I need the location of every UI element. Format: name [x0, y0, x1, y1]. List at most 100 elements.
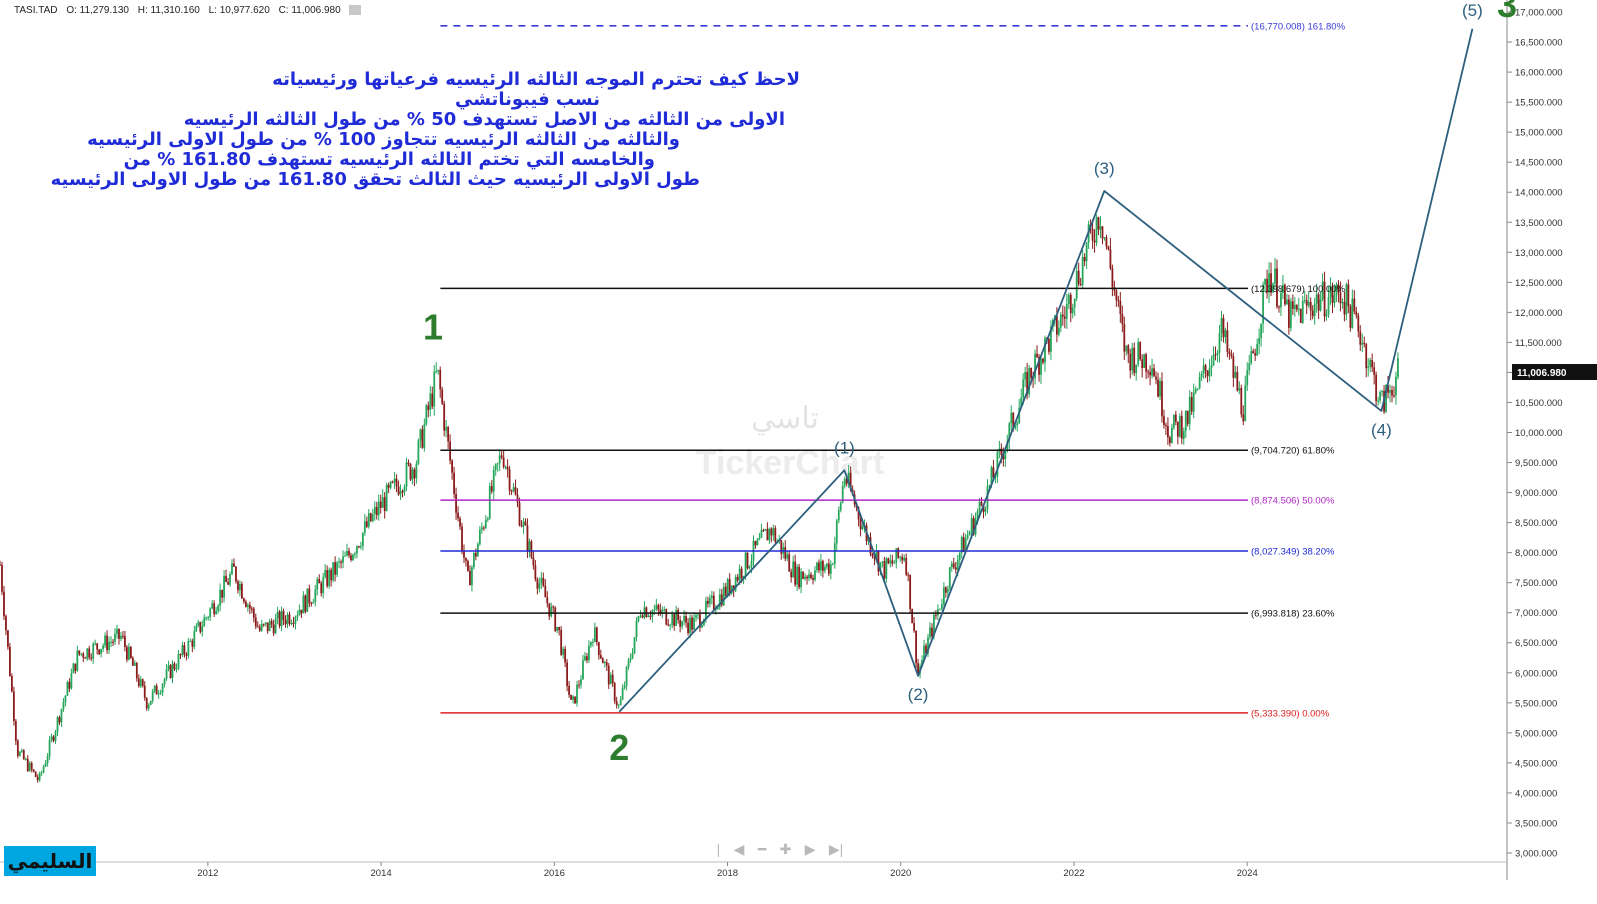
y-tick-label: 4,500.000: [1515, 758, 1557, 769]
candle-body: [488, 486, 491, 519]
candle-body: [284, 620, 287, 625]
candle-body: [201, 626, 204, 632]
candle-body: [292, 622, 295, 624]
candle-body: [413, 469, 416, 479]
candle-body: [905, 557, 908, 575]
candle-body: [502, 457, 505, 467]
candle-body: [691, 617, 693, 630]
candle-body: [593, 627, 596, 642]
candle-body: [237, 581, 239, 591]
candle-body: [7, 630, 9, 647]
candle-body: [554, 607, 557, 632]
fib-level-label: (9,704.720) 61.80%: [1251, 446, 1335, 457]
candle-body: [46, 756, 49, 764]
candle-body: [1311, 310, 1314, 317]
candle-body: [264, 622, 267, 625]
settings-box-icon[interactable]: [348, 5, 361, 16]
candle-body: [453, 472, 455, 494]
candle-body: [1071, 307, 1074, 314]
candle-body: [1038, 357, 1040, 375]
candle-body: [1270, 273, 1272, 293]
candle-body: [570, 694, 572, 700]
candle-body: [1097, 217, 1100, 230]
candle-body: [885, 558, 888, 579]
candle-body: [1065, 304, 1068, 319]
candle-body: [1222, 318, 1225, 338]
scroll-left-icon[interactable]: ◀: [733, 840, 745, 857]
candle-body: [106, 635, 108, 651]
candle-body: [942, 587, 945, 605]
candle-body: [278, 611, 281, 627]
candle-body: [122, 635, 124, 637]
candle-body: [1381, 391, 1383, 393]
candle-body: [661, 609, 664, 615]
candle-body: [1115, 290, 1118, 301]
candle-body: [526, 525, 529, 552]
candle-body: [542, 577, 545, 586]
candle-body: [280, 611, 283, 627]
candle-body: [629, 658, 632, 661]
candle-body: [933, 614, 935, 637]
wave-label: (1): [834, 439, 855, 458]
candle-body: [843, 478, 846, 486]
candle-body: [591, 641, 594, 643]
candle-body: [135, 662, 138, 679]
candle-body: [1036, 353, 1038, 358]
candle-body: [1343, 301, 1346, 315]
candle-body: [825, 563, 828, 568]
candle-body: [32, 769, 35, 772]
candle-body: [48, 739, 51, 757]
candle-body: [88, 648, 91, 658]
candle-body: [504, 466, 507, 468]
candle-body: [183, 645, 186, 655]
candle-body: [354, 553, 356, 555]
zoom-out-icon[interactable]: ━: [757, 840, 767, 857]
candle-body: [64, 695, 67, 703]
candle-body: [1377, 400, 1380, 402]
annotation-line: طول الاولى الرئيسيه حيث الثالث تحقق 161.…: [50, 169, 700, 190]
candle-body: [677, 609, 680, 621]
candle-body: [1022, 379, 1025, 398]
candle-body: [1244, 385, 1247, 422]
candle-body: [1397, 357, 1399, 377]
candle-body: [1109, 249, 1112, 269]
candle-body: [520, 525, 523, 527]
candle-body: [375, 506, 378, 516]
candle-body: [359, 546, 362, 548]
candles: [0, 214, 1399, 783]
candle-body: [595, 627, 598, 643]
candle-body: [1234, 371, 1237, 378]
candle-body: [1153, 368, 1155, 377]
candle-body: [705, 600, 707, 620]
scroll-right-icon[interactable]: ▶: [804, 840, 816, 857]
candle-body: [80, 653, 83, 655]
candle-body: [827, 563, 830, 574]
candle-body: [1319, 299, 1322, 311]
candle-body: [18, 751, 21, 756]
candle-body: [514, 487, 517, 495]
candle-body: [931, 627, 933, 637]
candle-body: [907, 574, 910, 576]
candle-body: [532, 557, 535, 566]
annotation-line: والثالثه من الثالثه الرئيسيه تتجاوز 100 …: [87, 129, 680, 150]
scroll-end-icon[interactable]: ▶|: [828, 840, 844, 857]
candle-body: [490, 486, 493, 492]
chart-navigation: | ◀ ━ ✚ ▶ ▶|: [710, 840, 850, 858]
annotation-line: الاولى من الثالثه من الاصل تستهدف 50 % م…: [183, 109, 785, 130]
candle-body: [1167, 426, 1169, 438]
candle-body: [1369, 360, 1372, 367]
candle-body: [1200, 373, 1203, 378]
candle-body: [879, 562, 882, 572]
candle-body: [986, 486, 989, 510]
zoom-in-icon[interactable]: ✚: [779, 840, 792, 857]
candle-body: [516, 494, 519, 503]
candle-body: [1230, 354, 1233, 357]
candle-body: [78, 650, 81, 655]
candle-body: [159, 692, 162, 694]
candle-body: [193, 631, 196, 647]
candle-body: [528, 541, 531, 552]
wave-line: [618, 28, 1474, 713]
candle-body: [235, 566, 237, 582]
candle-body: [929, 627, 931, 638]
